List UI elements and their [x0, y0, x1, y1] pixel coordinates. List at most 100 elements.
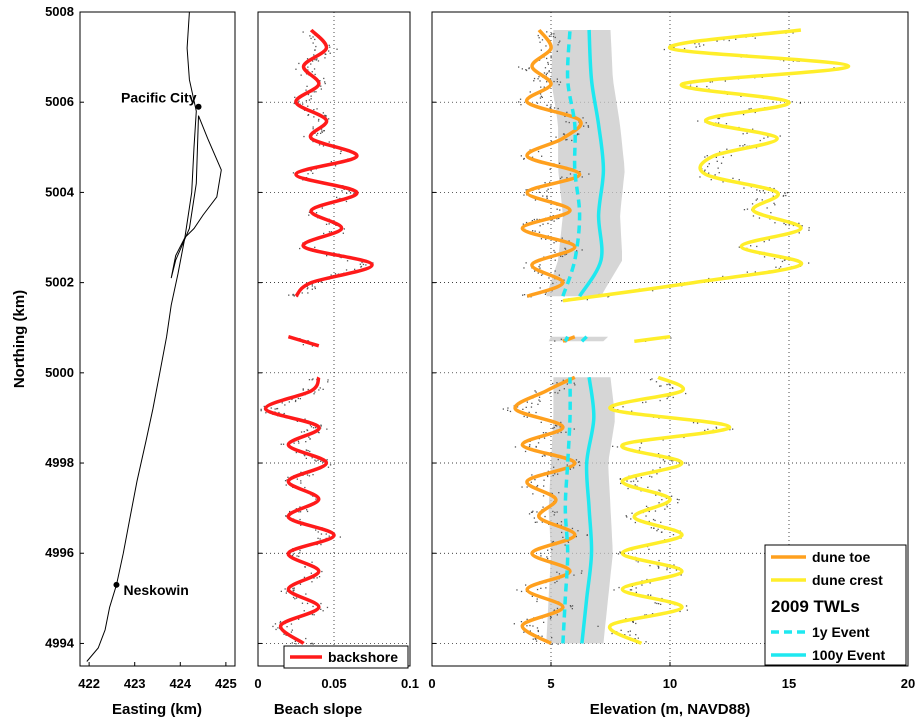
scatter-point — [622, 406, 624, 408]
scatter-point — [284, 588, 286, 590]
scatter-point — [715, 426, 717, 428]
scatter-point — [526, 416, 528, 418]
scatter-point — [542, 432, 545, 434]
scatter-point — [755, 199, 757, 201]
scatter-point — [564, 248, 567, 250]
scatter-point — [552, 540, 555, 543]
scatter-point — [645, 515, 647, 517]
scatter-point — [558, 217, 560, 220]
scatter-point — [540, 274, 543, 276]
scatter-point — [345, 200, 348, 203]
scatter-point — [311, 345, 314, 347]
scatter-point — [306, 429, 309, 432]
scatter-point — [545, 73, 547, 76]
scatter-point — [539, 267, 541, 269]
scatter-point — [509, 410, 512, 413]
series-dune-crest-line — [562, 28, 851, 303]
scatter-point — [637, 561, 639, 563]
scatter-point — [536, 627, 539, 629]
scatter-point — [321, 130, 323, 132]
scatter-point — [327, 381, 329, 383]
scatter-point — [716, 160, 718, 162]
scatter-point — [283, 412, 285, 415]
scatter-point — [299, 511, 302, 513]
scatter-point — [752, 215, 755, 217]
scatter-point — [308, 99, 311, 101]
scatter-point — [292, 590, 295, 592]
scatter-point — [597, 625, 599, 627]
scatter-point — [743, 187, 745, 189]
scatter-point — [292, 587, 294, 590]
scatter-point — [543, 479, 545, 481]
scatter-point — [312, 140, 314, 143]
scatter-point — [564, 544, 566, 546]
scatter-point — [317, 531, 319, 533]
scatter-point — [538, 396, 541, 398]
scatter-point — [320, 128, 323, 130]
scatter-point — [310, 98, 312, 100]
slope-panel: 0 0.05 0.1 Beach slope backshore — [254, 11, 419, 718]
scatter-point — [773, 258, 776, 260]
scatter-point — [534, 638, 536, 640]
scatter-point — [718, 117, 721, 120]
scatter-point — [649, 565, 651, 567]
scatter-point — [573, 574, 575, 576]
scatter-point — [669, 384, 671, 386]
scatter-point — [328, 535, 330, 537]
scatter-point — [316, 108, 318, 110]
scatter-point — [562, 379, 564, 381]
x-tick-label: 5 — [547, 676, 554, 691]
scatter-point — [657, 565, 659, 567]
scatter-point — [739, 145, 741, 147]
scatter-point — [530, 511, 533, 513]
scatter-point — [775, 266, 777, 268]
scatter-point — [575, 535, 577, 538]
scatter-point — [542, 495, 545, 497]
scatter-point — [763, 241, 765, 243]
scatter-point — [302, 31, 304, 33]
scatter-point — [535, 391, 537, 393]
scatter-point — [685, 605, 688, 607]
scatter-point — [659, 399, 661, 402]
scatter-point — [330, 161, 332, 163]
scatter-point — [613, 589, 615, 591]
scatter-point — [555, 136, 557, 138]
scatter-point — [280, 590, 282, 592]
scatter-point — [538, 265, 540, 268]
scatter-point — [732, 177, 734, 179]
scatter-point — [528, 445, 531, 448]
scatter-point — [546, 104, 548, 106]
scatter-point — [303, 576, 306, 578]
scatter-point — [328, 50, 330, 52]
scatter-point — [299, 583, 302, 585]
scatter-point — [283, 633, 285, 635]
scatter-point — [361, 261, 363, 264]
scatter-point — [315, 212, 318, 214]
scatter-point — [553, 220, 555, 222]
scatter-point — [502, 408, 504, 410]
scatter-point — [308, 379, 311, 381]
scatter-point — [551, 541, 553, 543]
scatter-point — [300, 482, 302, 484]
scatter-point — [309, 450, 311, 453]
scatter-point — [286, 626, 288, 628]
scatter-point — [539, 264, 541, 266]
scatter-point — [703, 44, 705, 46]
series-backshore-line — [263, 376, 336, 645]
y-tick-label: 4998 — [45, 455, 74, 470]
scatter-point — [544, 455, 546, 457]
scatter-point — [559, 426, 561, 428]
scatter-point — [766, 207, 768, 209]
scatter-point — [306, 474, 309, 476]
scatter-point — [289, 510, 291, 513]
scatter-point — [270, 407, 272, 409]
scatter-point — [558, 573, 561, 575]
scatter-point — [764, 192, 766, 194]
scatter-point — [666, 569, 668, 571]
scatter-point — [550, 105, 552, 107]
scatter-point — [281, 402, 283, 404]
scatter-point — [310, 63, 312, 65]
scatter-point — [287, 476, 289, 478]
scatter-point — [284, 480, 287, 482]
